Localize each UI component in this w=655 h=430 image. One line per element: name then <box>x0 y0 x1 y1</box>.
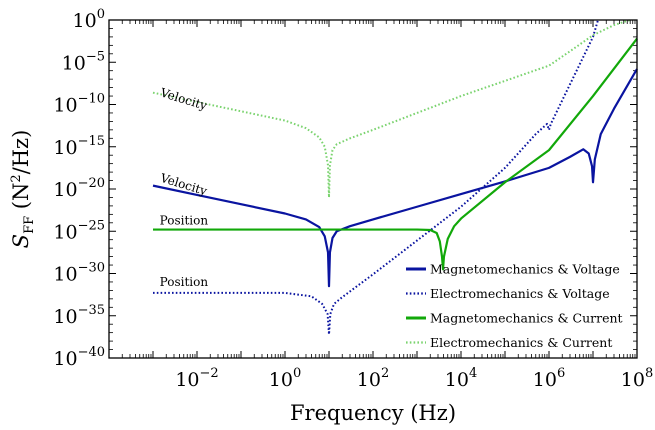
tick-label-layer: 10−2 100 102 104 106 108 100 10−5 10−10 10−15 10−2… <box>53 7 653 391</box>
x-tick-label: 104 <box>445 366 477 391</box>
x-tick-label: 102 <box>357 366 389 391</box>
legend-label-electromechanics-voltage: Electromechanics & Voltage <box>430 286 610 301</box>
x-tick-label: 106 <box>533 366 565 391</box>
y-tick-label: 100 <box>73 7 105 32</box>
x-tick-label: 100 <box>269 366 301 391</box>
y-tick-label: 10−20 <box>53 176 105 201</box>
plot-frame <box>108 19 638 359</box>
x-tick-label: 10−2 <box>175 366 218 391</box>
series-line-magnetomechanics-voltage <box>152 68 638 288</box>
y-tick-label: 10−15 <box>53 134 105 159</box>
annotation-label: Velocity <box>158 85 209 113</box>
series-layer <box>152 19 638 336</box>
series-line-electromechanics-current <box>152 19 631 199</box>
annotation-label: Position <box>160 213 209 227</box>
legend: Magnetomechanics & Voltage Electromechani… <box>406 262 623 350</box>
y-tick-label: 10−40 <box>53 345 105 370</box>
x-axis-label: Frequency (Hz) <box>290 401 456 425</box>
y-tick-label: 10−30 <box>53 261 105 286</box>
y-tick-label: 10−5 <box>62 49 105 74</box>
annotation-label: Position <box>160 275 209 289</box>
annotation-label: Velocity <box>158 171 209 199</box>
series-line-magnetomechanics-current <box>153 37 638 271</box>
y-tick-label: 10−35 <box>53 303 105 328</box>
x-tick-label: 108 <box>621 366 653 391</box>
series-line-electromechanics-voltage <box>153 19 599 336</box>
tick-layer <box>108 19 638 359</box>
y-tick-label: 10−25 <box>53 218 105 243</box>
y-tick-label: 10−10 <box>53 92 105 117</box>
y-axis-label: SFF (N2/Hz) <box>9 130 37 249</box>
legend-label-magnetomechanics-voltage: Magnetomechanics & Voltage <box>430 262 620 277</box>
legend-label-magnetomechanics-current: Magnetomechanics & Current <box>430 311 623 326</box>
svg-text:SFF (N2/Hz): SFF (N2/Hz) <box>9 130 37 249</box>
legend-label-electromechanics-current: Electromechanics & Current <box>430 335 612 350</box>
